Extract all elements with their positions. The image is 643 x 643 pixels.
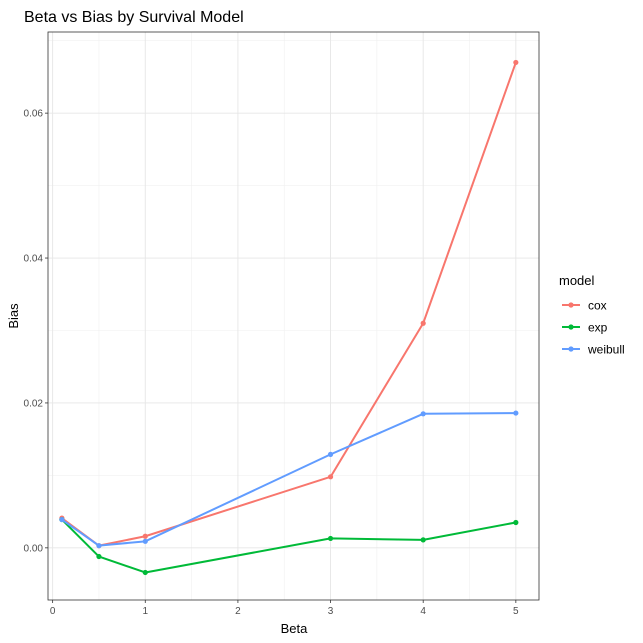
- data-point-cox: [142, 533, 148, 539]
- x-axis-title: Beta: [281, 621, 309, 636]
- legend-label: cox: [588, 299, 607, 313]
- axes: 0 1 2 3 4 5 0.00 0.02 0.04 0.06: [24, 109, 520, 617]
- x-tick-label: 5: [513, 606, 519, 617]
- chart-title: Beta vs Bias by Survival Model: [24, 9, 244, 26]
- data-point-weibull: [327, 451, 334, 457]
- legend-title: model: [559, 273, 595, 288]
- series-line-weibull: [61, 412, 516, 547]
- data-point-exp: [513, 519, 519, 526]
- data-point-weibull: [142, 538, 148, 544]
- data-point-weibull: [96, 543, 102, 549]
- data-point-weibull: [420, 411, 426, 417]
- data-point-exp: [327, 535, 334, 542]
- data-point-cox: [420, 320, 426, 326]
- legend-key-point: [568, 324, 574, 330]
- data-point-weibull: [513, 410, 519, 416]
- legend-item-cox: cox: [562, 299, 607, 313]
- legend-items: cox exp weibull: [562, 299, 625, 357]
- legend-key-point: [568, 302, 574, 308]
- y-tick-label: 0.00: [24, 543, 44, 554]
- plot-panel-border: [47, 31, 540, 601]
- x-tick-label: 1: [142, 606, 148, 617]
- y-tick-label: 0.02: [24, 398, 44, 409]
- data-point-exp: [420, 537, 426, 543]
- data-point-weibull: [59, 516, 65, 523]
- x-tick-label: 0: [50, 606, 56, 617]
- legend-label: weibull: [587, 343, 625, 357]
- y-tick-label: 0.06: [24, 109, 44, 120]
- legend-label: exp: [588, 321, 608, 335]
- legend-item-exp: exp: [562, 321, 608, 335]
- series-line-exp: [61, 518, 517, 574]
- legend-item-weibull: weibull: [562, 343, 625, 357]
- x-tick-label: 4: [420, 606, 426, 617]
- y-tick-label: 0.04: [24, 254, 44, 265]
- series-group: [59, 59, 519, 576]
- data-point-exp: [142, 569, 148, 576]
- x-tick-label: 3: [328, 606, 334, 617]
- data-point-cox: [513, 59, 519, 66]
- data-point-cox: [327, 474, 334, 480]
- legend: model cox exp weibull: [559, 273, 625, 357]
- x-tick-label: 2: [235, 606, 241, 617]
- data-point-exp: [96, 553, 102, 560]
- y-axis-title: Bias: [6, 303, 21, 329]
- legend-key-point: [568, 346, 574, 352]
- grid: [48, 32, 539, 600]
